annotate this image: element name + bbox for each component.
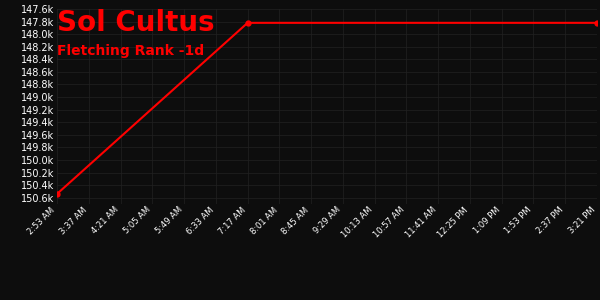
Text: Fletching Rank -1d: Fletching Rank -1d	[57, 44, 204, 58]
Text: Sol Cultus: Sol Cultus	[57, 9, 215, 37]
